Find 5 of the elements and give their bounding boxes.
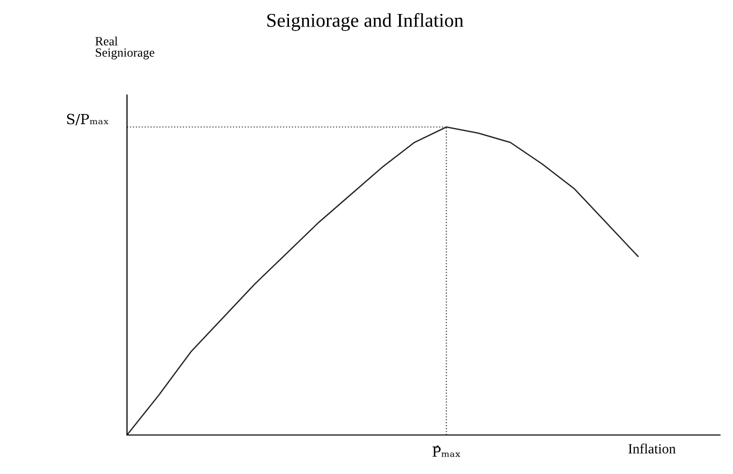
ref-line-label: S/Pₘₐₓ bbox=[67, 114, 109, 126]
text: Real Seigniorage bbox=[95, 36, 154, 60]
x-axis-title: Inflation bbox=[628, 444, 676, 454]
text: P̂ₘₐₓ bbox=[432, 446, 460, 457]
chart-title: Seigniorage and Inflation bbox=[267, 13, 464, 31]
